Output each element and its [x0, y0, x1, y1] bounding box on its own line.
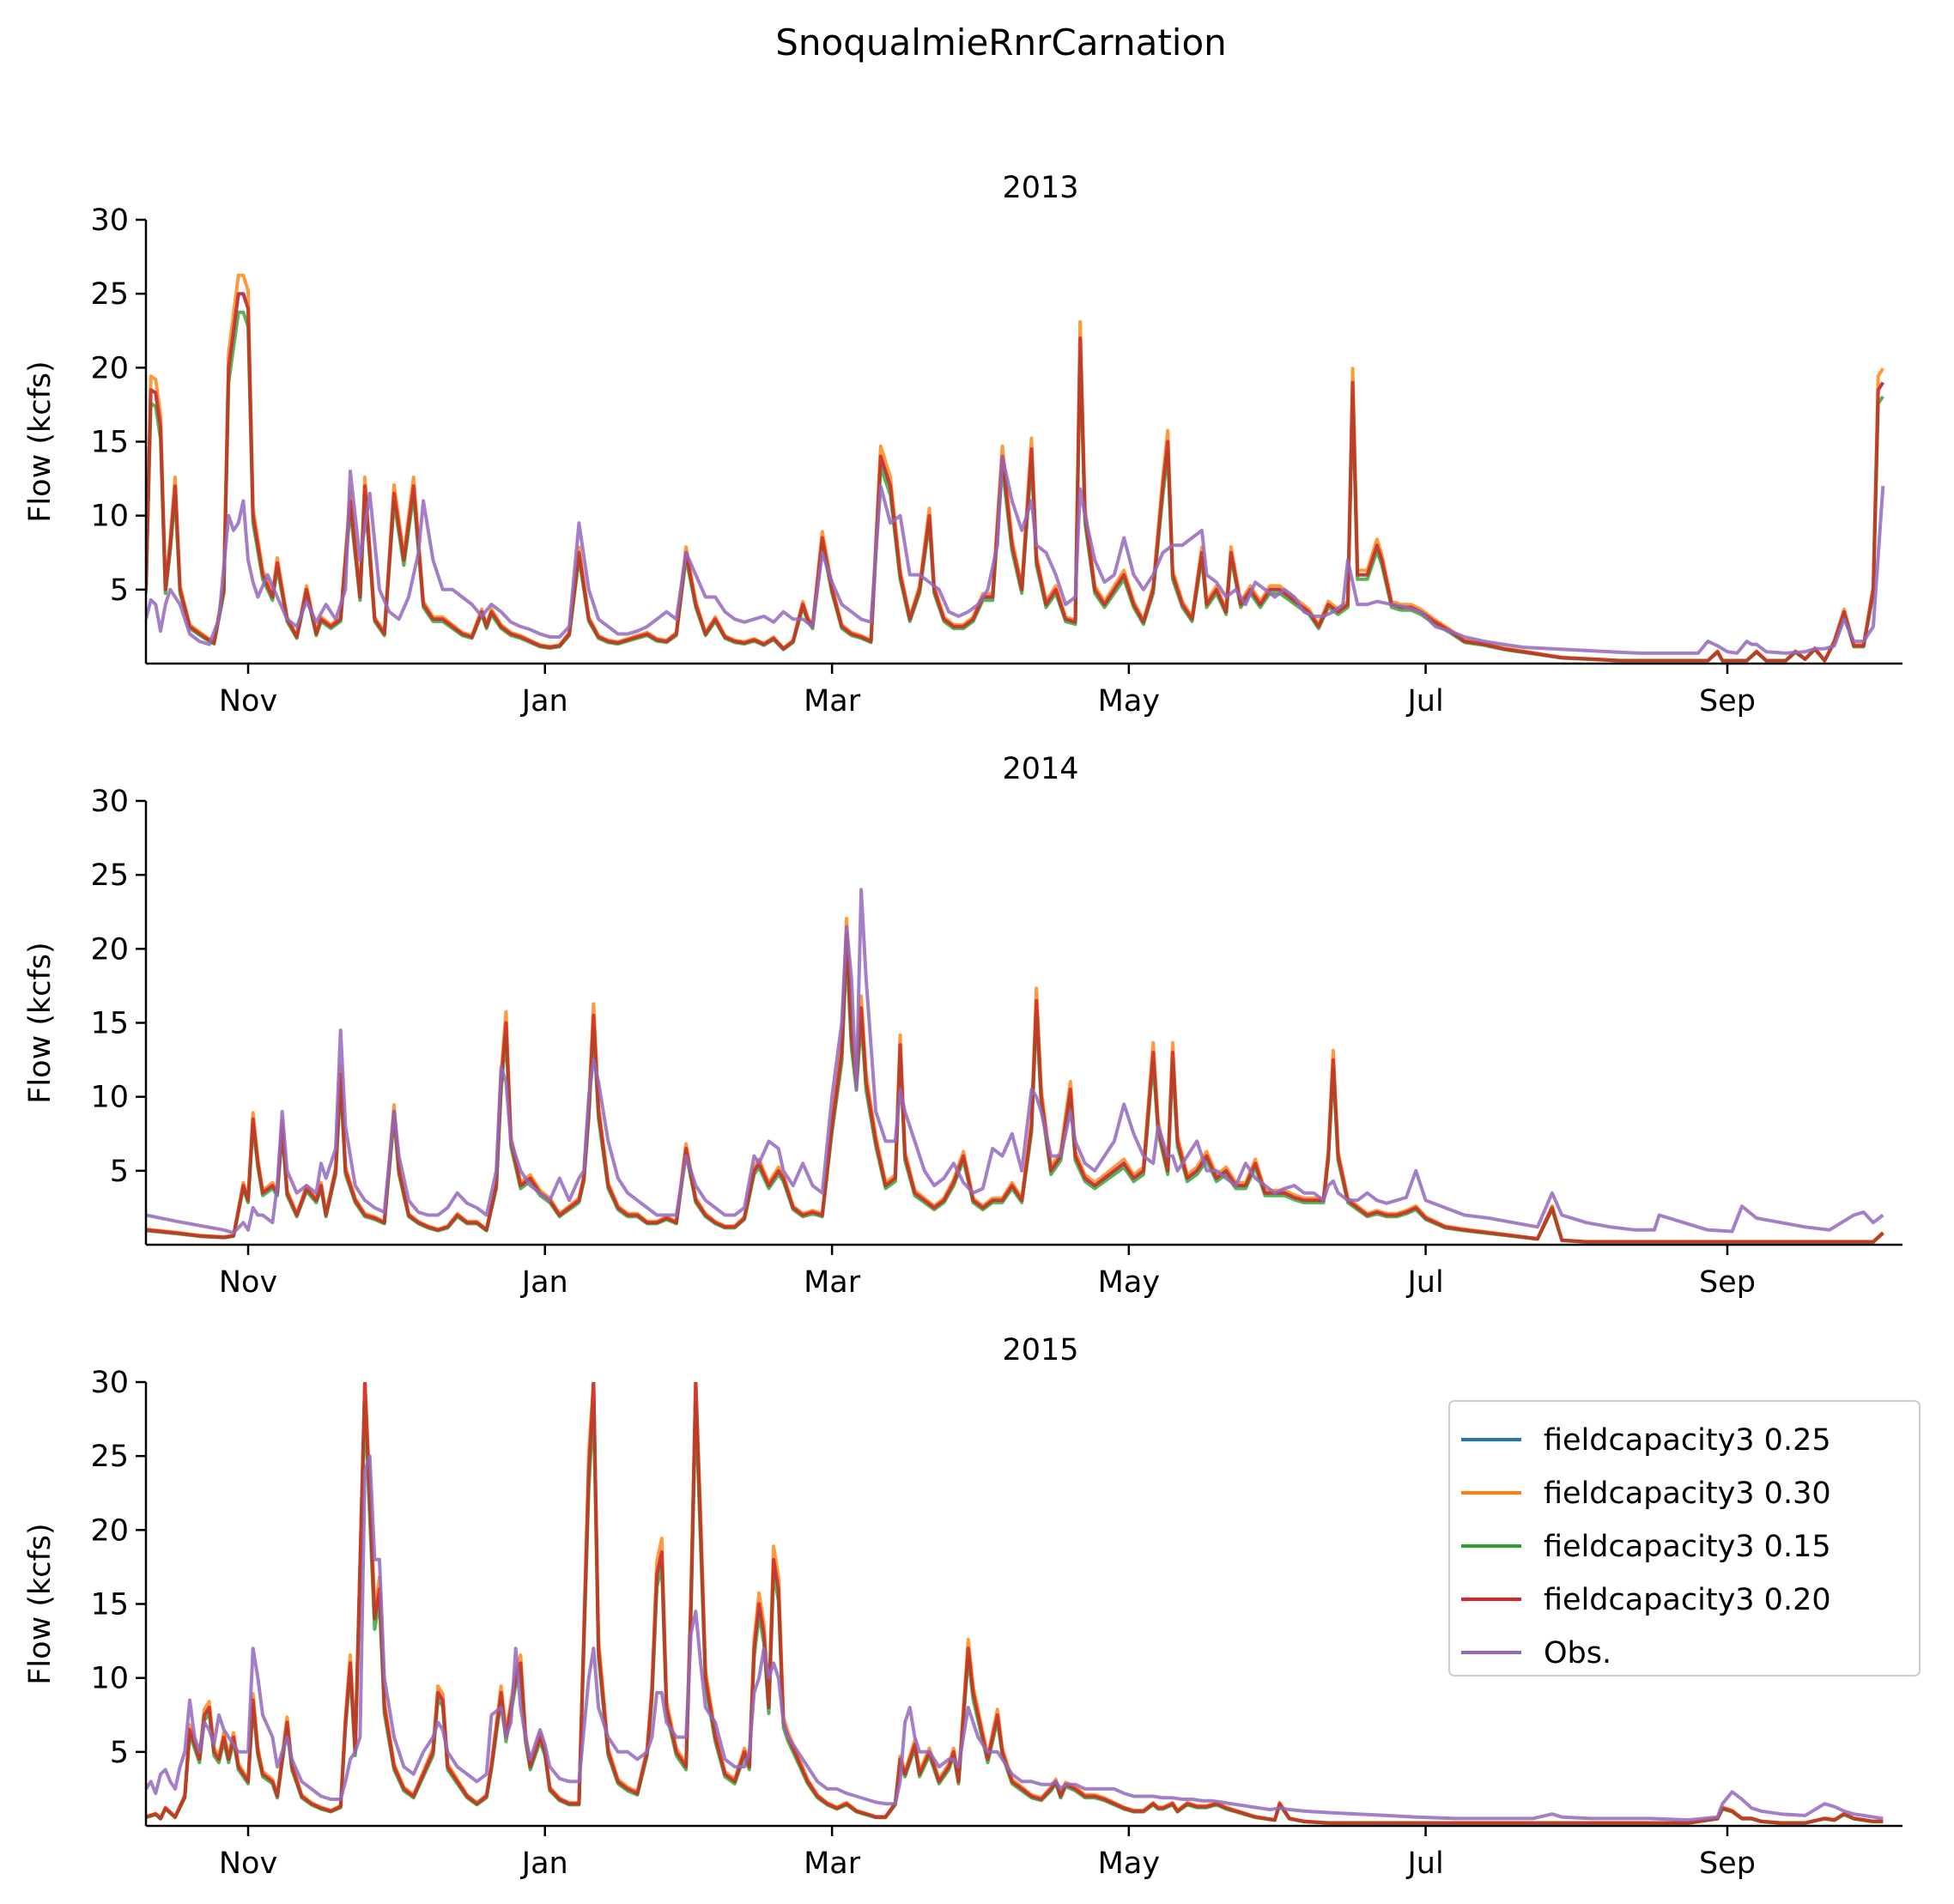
series-line-obs-: [146, 888, 1884, 1235]
panel-2013: 2013 5 10 15 20 25 30 Nov Jan Mar May Jul Sep Flow (k…: [23, 171, 1902, 719]
y-tick-label: 30: [90, 785, 129, 819]
x-tick-label: Mar: [804, 1265, 861, 1300]
x-tick-label: Jul: [1405, 1846, 1443, 1881]
legend-label-obs-: Obs.: [1544, 1636, 1611, 1671]
y-tick-label: 5: [110, 1155, 129, 1189]
y-tick-label: 5: [110, 573, 129, 608]
y-tick-label: 10: [90, 500, 129, 534]
y-tick-label: 15: [90, 1588, 129, 1622]
panel-2014: 2014 5 10 15 20 25 30 Nov Jan Mar May Jul Sep Flow (k…: [23, 752, 1902, 1300]
y-tick-label: 5: [110, 1736, 129, 1770]
y-tick-label: 10: [90, 1662, 129, 1696]
legend-frame: [1448, 1400, 1921, 1677]
legend-label-fieldcapacity3-0-20: fieldcapacity3 0.20: [1544, 1583, 1831, 1617]
legend: fieldcapacity3 0.25 fieldcapacity3 0.30 fi…: [1448, 1400, 1921, 1677]
chart-suptitle: SnoqualmieRnrCarnation: [775, 21, 1227, 64]
x-tick-label: Jul: [1405, 684, 1443, 719]
legend-label-fieldcapacity3-0-30: fieldcapacity3 0.30: [1544, 1477, 1831, 1511]
x-tick-label: Nov: [219, 1265, 277, 1300]
series-line-obs-: [146, 1454, 1884, 1822]
y-tick-label: 25: [90, 277, 129, 312]
y-tick-label: 15: [90, 426, 129, 460]
x-tick-label: Jan: [520, 1846, 568, 1881]
x-tick-label: Jan: [520, 1265, 568, 1300]
y-tick-label: 20: [90, 351, 129, 385]
series-line-obs-: [146, 454, 1885, 655]
x-tick-label: May: [1098, 1846, 1160, 1881]
y-tick-label: 25: [90, 858, 129, 893]
y-tick-label: 30: [90, 1366, 129, 1400]
y-tick-label: 15: [90, 1007, 129, 1041]
x-tick-label: May: [1098, 1265, 1160, 1300]
x-tick-label: Nov: [219, 684, 277, 719]
panel-title: 2014: [1002, 752, 1078, 786]
y-tick-label: 10: [90, 1081, 129, 1115]
panels: 2013 5 10 15 20 25 30 Nov Jan Mar May Jul Sep Flow (k…: [23, 171, 1921, 1881]
legend-label-fieldcapacity3-0-15: fieldcapacity3 0.15: [1544, 1530, 1831, 1564]
y-axis-label: Flow (kcfs): [23, 942, 58, 1103]
x-tick-label: Mar: [804, 1846, 861, 1881]
x-tick-label: Jul: [1405, 1265, 1443, 1300]
x-tick-label: Sep: [1699, 1265, 1756, 1300]
series-line-fieldcapacity3-0-20: [146, 932, 1884, 1244]
y-axis-label: Flow (kcfs): [23, 1523, 58, 1684]
series-line-fieldcapacity3-0-20: [146, 1382, 1884, 1825]
panel-title: 2013: [1002, 171, 1078, 205]
y-tick-label: 30: [90, 203, 129, 238]
x-tick-label: Jan: [520, 684, 568, 719]
series-line-fieldcapacity3-0-15: [146, 310, 1884, 663]
y-tick-label: 20: [90, 932, 129, 967]
x-tick-label: Mar: [804, 684, 861, 719]
x-tick-label: May: [1098, 684, 1160, 719]
series-group: [146, 888, 1884, 1244]
series-group: [146, 1382, 1884, 1825]
y-tick-label: 20: [90, 1513, 129, 1548]
x-tick-label: Nov: [219, 1846, 277, 1881]
legend-label-fieldcapacity3-0-25: fieldcapacity3 0.25: [1544, 1423, 1831, 1458]
panel-2015: 2015 5 10 15 20 25 30 Nov Jan Mar May Jul Sep Flow (k…: [23, 1333, 1921, 1881]
y-tick-label: 25: [90, 1440, 129, 1474]
x-tick-label: Sep: [1699, 684, 1756, 719]
panel-title: 2015: [1002, 1333, 1078, 1367]
x-tick-label: Sep: [1699, 1846, 1756, 1881]
series-group: [146, 273, 1885, 663]
y-axis-label: Flow (kcfs): [23, 361, 58, 522]
